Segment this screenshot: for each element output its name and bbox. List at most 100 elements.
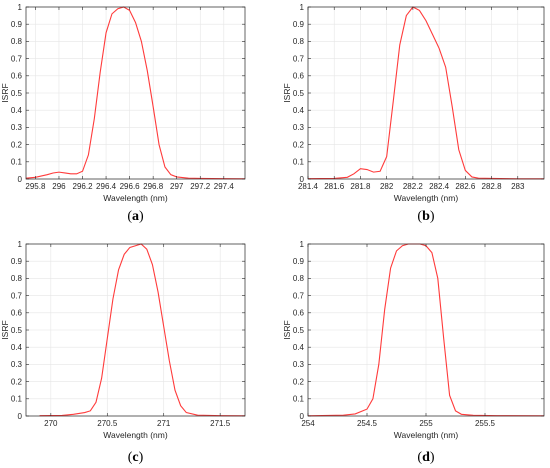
x-tick-label: 270: [44, 419, 58, 428]
y-axis-label: ISRF: [282, 83, 292, 102]
y-tick-label: 0.1: [11, 395, 23, 404]
y-tick-label: 0.7: [11, 291, 23, 300]
x-tick-label: 297.4: [214, 182, 235, 191]
x-tick-label: 271: [157, 419, 171, 428]
x-tick-label: 281.6: [324, 182, 345, 191]
y-tick-label: 0: [18, 175, 23, 184]
x-axis-label: Wavelength (nm): [394, 193, 459, 203]
x-tick-label: 296.8: [143, 182, 164, 191]
y-tick-label: 0.8: [293, 37, 305, 46]
y-tick-label: 0.3: [11, 123, 23, 132]
y-tick-label: 0.6: [293, 309, 305, 318]
caption-open-paren: (: [417, 209, 422, 224]
y-axis-label: ISRF: [282, 320, 292, 339]
y-tick-label: 0.8: [11, 274, 23, 283]
y-tick-label: 0.7: [11, 54, 23, 63]
caption-letter: a: [132, 209, 139, 224]
y-tick-label: 1: [300, 240, 305, 249]
x-tick-label: 296.4: [96, 182, 117, 191]
y-tick-label: 0.1: [11, 158, 23, 167]
y-tick-label: 0.5: [293, 326, 305, 335]
caption-close-paren: ): [139, 450, 144, 465]
x-tick-label: 255: [419, 419, 433, 428]
panel-caption: (b): [417, 209, 434, 224]
x-tick-label: 297.2: [190, 182, 211, 191]
y-tick-label: 0.8: [11, 37, 23, 46]
x-axis-label: Wavelength (nm): [103, 193, 168, 203]
chart-panel-d: 254 254.5 255 255.5 0 0.1 0.2 0.3 0.4 0.5 0.6 0.7 0.…: [282, 240, 545, 465]
y-tick-label: 0.1: [293, 395, 305, 404]
caption-close-paren: ): [430, 209, 435, 224]
panel-caption: (c): [128, 450, 144, 465]
y-tick-label: 0.4: [293, 343, 305, 352]
x-tick-label: 282.2: [403, 182, 424, 191]
caption-letter: c: [132, 450, 138, 465]
y-tick-label: 1: [18, 3, 23, 12]
y-tick-label: 0.2: [293, 140, 305, 149]
y-tick-label: 0.6: [293, 72, 305, 81]
y-tick-label: 0.6: [11, 72, 23, 81]
y-tick-label: 0: [300, 175, 305, 184]
x-tick-label: 282.4: [429, 182, 450, 191]
y-tick-label: 0.6: [11, 309, 23, 318]
isrf-curve: [307, 6, 544, 180]
x-tick-label: 282: [380, 182, 394, 191]
chart-panel-c: 270 270.5 271 271.5 0 0.1 0.2 0.3 0.4 0.5 0.6 0.7 0.…: [0, 240, 246, 465]
y-tick-label: 0.4: [11, 343, 23, 352]
y-tick-label: 0.5: [11, 326, 23, 335]
caption-open-paren: (: [128, 450, 133, 465]
y-tick-label: 0.9: [11, 20, 23, 29]
x-tick-label: 254: [301, 419, 315, 428]
caption-open-paren: (: [127, 209, 132, 224]
y-tick-label: 0.7: [293, 54, 305, 63]
y-axis-label: ISRF: [0, 83, 10, 102]
caption-open-paren: (: [417, 450, 422, 465]
panel-caption: (d): [417, 450, 434, 465]
x-axis-label: Wavelength (nm): [394, 430, 459, 440]
x-tick-label: 271.5: [210, 419, 231, 428]
y-tick-label: 1: [18, 240, 23, 249]
x-tick-label: 296.6: [120, 182, 141, 191]
x-tick-label: 295.8: [25, 182, 46, 191]
y-tick-label: 1: [300, 3, 305, 12]
isrf-curve: [25, 6, 246, 180]
y-tick-label: 0.2: [11, 140, 23, 149]
y-tick-label: 0.2: [293, 377, 305, 386]
y-axis-label: ISRF: [0, 320, 10, 339]
y-tick-label: 0.3: [11, 360, 23, 369]
y-tick-label: 0: [300, 412, 305, 421]
caption-close-paren: ): [139, 209, 144, 224]
y-tick-label: 0.7: [293, 291, 305, 300]
y-tick-label: 0.1: [293, 158, 305, 167]
x-tick-label: 255.5: [475, 419, 496, 428]
y-tick-label: 0.9: [293, 20, 305, 29]
caption-close-paren: ): [430, 450, 435, 465]
y-tick-label: 0.8: [293, 274, 305, 283]
x-tick-label: 270.5: [97, 419, 118, 428]
x-tick-label: 281.8: [350, 182, 371, 191]
x-tick-label: 296.2: [73, 182, 94, 191]
y-tick-label: 0.4: [11, 106, 23, 115]
y-tick-label: 0.5: [11, 89, 23, 98]
x-tick-label: 283: [511, 182, 525, 191]
y-tick-label: 0.3: [293, 123, 305, 132]
y-tick-label: 0.2: [11, 377, 23, 386]
panel-caption: (a): [127, 209, 144, 224]
caption-letter: d: [422, 450, 430, 465]
y-tick-label: 0.3: [293, 360, 305, 369]
y-tick-label: 0.5: [293, 89, 305, 98]
y-tick-label: 0.9: [11, 257, 23, 266]
x-tick-label: 296: [52, 182, 66, 191]
isrf-curve: [39, 243, 246, 417]
x-tick-label: 297: [170, 182, 184, 191]
y-tick-label: 0.9: [293, 257, 305, 266]
caption-letter: b: [422, 209, 430, 224]
x-tick-label: 282.6: [455, 182, 476, 191]
y-tick-label: 0.4: [293, 106, 305, 115]
x-tick-label: 254.5: [357, 419, 378, 428]
chart-panel-b: 281.4 281.6 281.8 282 282.2 282.4 282.6 282.8 28…: [282, 3, 545, 224]
x-tick-label: 281.4: [298, 182, 319, 191]
x-tick-label: 282.8: [482, 182, 503, 191]
chart-panel-a: 295.8 296 296.2 296.4 296.6 296.8 297 297.2 297.…: [0, 3, 246, 224]
